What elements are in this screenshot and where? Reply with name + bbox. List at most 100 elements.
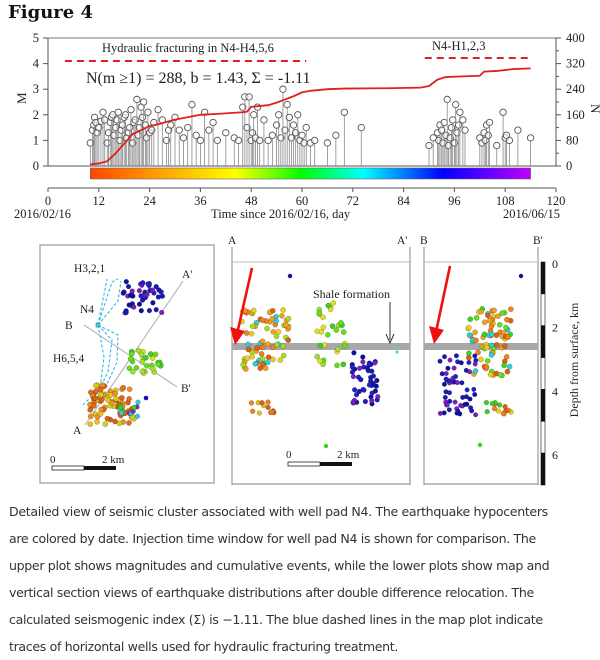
hypocenter-dot [133, 364, 140, 371]
hypocenter-dot [275, 328, 282, 335]
hypocenter-dot [254, 345, 260, 351]
x-tick-label: 108 [496, 194, 515, 208]
y-right-tick-label: 240 [566, 82, 585, 96]
event-marker [275, 111, 283, 119]
hypocenter-dot [285, 315, 292, 322]
hypocenter-dot [491, 406, 498, 412]
hypocenter-dot [458, 360, 464, 366]
hypocenter-dot [484, 358, 491, 364]
hypocenter-dot [325, 302, 332, 309]
hypocenter-dot [138, 308, 144, 314]
hypocenter-dot [126, 365, 133, 372]
hypocenter-dot [264, 325, 270, 332]
event-marker [443, 95, 451, 104]
hypocenter-dot [143, 354, 149, 361]
depth-tick-label: 6 [552, 448, 558, 462]
hypocenter-dot [139, 359, 146, 365]
hypocenter-dot [280, 352, 287, 359]
hypocenter-dot [329, 323, 336, 329]
hypocenter-dots [239, 273, 399, 449]
figure-canvas: Hydraulic fracturing in N4-H4,5,6 N4-H1,2… [14, 31, 600, 486]
x-tick-label: 24 [143, 194, 156, 208]
event-marker [425, 141, 433, 150]
injection-window-label: Hydraulic fracturing in N4-H4,5,6 [102, 41, 274, 55]
injection-window-label: N4-H1,2,3 [432, 39, 485, 53]
hypocenter-dot [259, 355, 266, 362]
magnitude-time-plot: Hydraulic fracturing in N4-H4,5,6 N4-H1,2… [14, 31, 600, 221]
hypocenter-dot [358, 376, 364, 383]
event-marker [485, 118, 494, 127]
event-marker [222, 129, 230, 137]
event-marker [131, 116, 139, 124]
depth-scale-segment [540, 420, 546, 454]
hypocenter-dot [503, 324, 509, 331]
hypocenter-dot [273, 341, 280, 348]
figure-title: Figure 4 [8, 2, 94, 23]
hypocenter-dot [125, 283, 132, 290]
hypocenter-dot [333, 327, 340, 333]
hypocenter-dot [279, 312, 285, 319]
hypocenter-dot [335, 346, 341, 353]
hypocenter-dot [503, 354, 510, 360]
hypocenter-dot [439, 371, 445, 377]
hypocenter-dot [120, 290, 126, 296]
hypocenter-dot [451, 365, 457, 371]
hypocenter-dot [155, 294, 162, 300]
hypocenter-dot [441, 381, 447, 387]
hypocenter-dot [453, 353, 459, 359]
event-marker [175, 126, 183, 134]
event-marker [118, 121, 127, 129]
event-marker [291, 129, 300, 137]
hypocenter-dot [270, 356, 276, 363]
hypocenter-dot [99, 382, 106, 388]
hypocenter-dot [120, 384, 127, 391]
hypocenter-dot [349, 364, 356, 370]
hypocenter-dot [446, 390, 453, 396]
event-marker [209, 118, 217, 127]
depth-axis-label: Depth from surface, km [567, 302, 581, 417]
hypocenter-dot [265, 354, 272, 361]
hypocenter-dot [334, 362, 340, 369]
event-marker [438, 126, 446, 134]
hypocenter-dot [483, 344, 490, 351]
hypocenter-dot [493, 332, 500, 338]
event-marker [452, 100, 460, 109]
hypocenter-dot [341, 343, 348, 349]
hypocenter-dot [488, 331, 495, 337]
y-right-tick-label: 400 [566, 31, 585, 45]
hypocenter-dot [472, 361, 478, 367]
hypocenter-dot [249, 353, 256, 360]
hypocenter-dot [472, 329, 478, 336]
hypocenter-dot [444, 402, 450, 408]
hypocenter-dot [502, 404, 508, 410]
event-marker [162, 136, 171, 145]
hypocenter-dot [153, 307, 159, 313]
event-marker [234, 136, 243, 145]
hypocenter-dot [483, 364, 490, 370]
hypocenter-dot [353, 392, 360, 398]
hypocenter-dot [252, 361, 259, 367]
hypocenter-dot [155, 361, 161, 368]
event-marker [526, 134, 535, 142]
y-axis-label: M [14, 92, 29, 104]
scalebar-white [51, 465, 85, 471]
hypocenter-dot [501, 343, 508, 349]
red-arrow-a [230, 267, 254, 345]
stats-annotation: N(m ≥1) = 288, b = 1.43, Σ = -1.11 [86, 70, 311, 87]
hypocenter-dot [483, 399, 490, 406]
hypocenter-dot [128, 351, 135, 357]
hypocenter-dot [505, 334, 511, 340]
event-marker [188, 100, 196, 109]
hypocenter-dot [104, 415, 111, 422]
hypocenter-dot [139, 368, 146, 375]
event-marker [279, 85, 287, 93]
x-axis-ticks: 0 12 24 36 48 60 72 84 96 108 120 [45, 187, 565, 208]
hypocenter-dot [126, 420, 132, 426]
event-marker [289, 121, 298, 129]
depth-scale-segment [540, 261, 546, 295]
depth-scale-segment [540, 452, 546, 486]
x-start-date: 2016/02/16 [14, 207, 71, 221]
hypocenter-dot [478, 308, 485, 315]
event-marker [114, 108, 122, 116]
cumulative-curve [90, 67, 531, 166]
